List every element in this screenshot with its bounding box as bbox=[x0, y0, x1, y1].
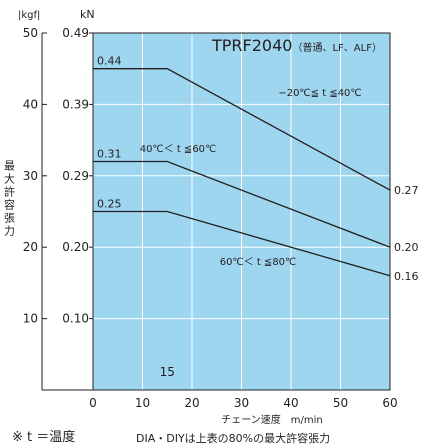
kn-tick-label: 0.29 bbox=[62, 169, 89, 183]
kn-tick-label: 0.39 bbox=[62, 97, 89, 111]
kgf-tick-label: 40 bbox=[23, 97, 38, 111]
series-line bbox=[93, 210, 391, 277]
x-tick-label: 10 bbox=[135, 396, 150, 410]
series-name-label: 60℃＜ t ≦80℃ bbox=[220, 257, 297, 268]
chart-title: TPRF2040（普通、LF、ALF） bbox=[211, 36, 382, 55]
chart-title-note: （普通、LF、ALF） bbox=[292, 41, 382, 54]
x-tick-label: 30 bbox=[234, 396, 249, 410]
x-tick-label: 60 bbox=[382, 396, 397, 410]
kgf-tick-label: 30 bbox=[23, 169, 38, 183]
series-start-label: 0.44 bbox=[97, 55, 122, 68]
y-axis-label: 最大許容張力 bbox=[3, 160, 16, 238]
x-tick-label: 50 bbox=[333, 396, 348, 410]
kn-tick-label: 0.20 bbox=[62, 240, 89, 254]
series-lines bbox=[93, 68, 391, 277]
x-axis-label: チェーン速度 m/min bbox=[221, 413, 322, 426]
y-unit-right: kN bbox=[80, 8, 95, 21]
grid bbox=[93, 33, 390, 390]
series-start-label: 0.31 bbox=[97, 148, 122, 161]
series-name-label: 40℃＜ t ≦60℃ bbox=[140, 144, 217, 155]
kgf-tick-label: 10 bbox=[23, 312, 38, 326]
series-end-label: 0.16 bbox=[394, 270, 419, 283]
x-tick-label: 0 bbox=[89, 396, 97, 410]
series-name-label: −20℃≦ t ≦40℃ bbox=[278, 88, 361, 99]
labels: 10 20 30 40 50 0.10 0.20 0.29 0.39 0.49 |kgf| kN 最大許… bbox=[3, 8, 419, 426]
kn-tick-label: 0.49 bbox=[62, 26, 89, 40]
series-end-label: 0.27 bbox=[394, 184, 419, 197]
series-start-label: 0.25 bbox=[97, 198, 122, 211]
temperature-note: ※ t ＝温度 bbox=[12, 430, 76, 445]
kn-tick-label: 0.10 bbox=[62, 312, 89, 326]
x-tick-label: 40 bbox=[283, 396, 298, 410]
dia-diy-note: DIA・DIYは上表の80%の最大許容張力 bbox=[136, 432, 331, 445]
chart-title-main: TPRF2040 bbox=[211, 36, 292, 55]
series-end-label: 0.20 bbox=[394, 241, 419, 254]
series-line bbox=[93, 160, 391, 248]
y-unit-left: |kgf| bbox=[18, 10, 40, 21]
kgf-tick-label: 50 bbox=[23, 26, 38, 40]
x-tick-label: 20 bbox=[184, 396, 199, 410]
series-line bbox=[93, 68, 391, 191]
kgf-tick-label: 20 bbox=[23, 240, 38, 254]
x-marker-label: 15 bbox=[160, 365, 175, 379]
